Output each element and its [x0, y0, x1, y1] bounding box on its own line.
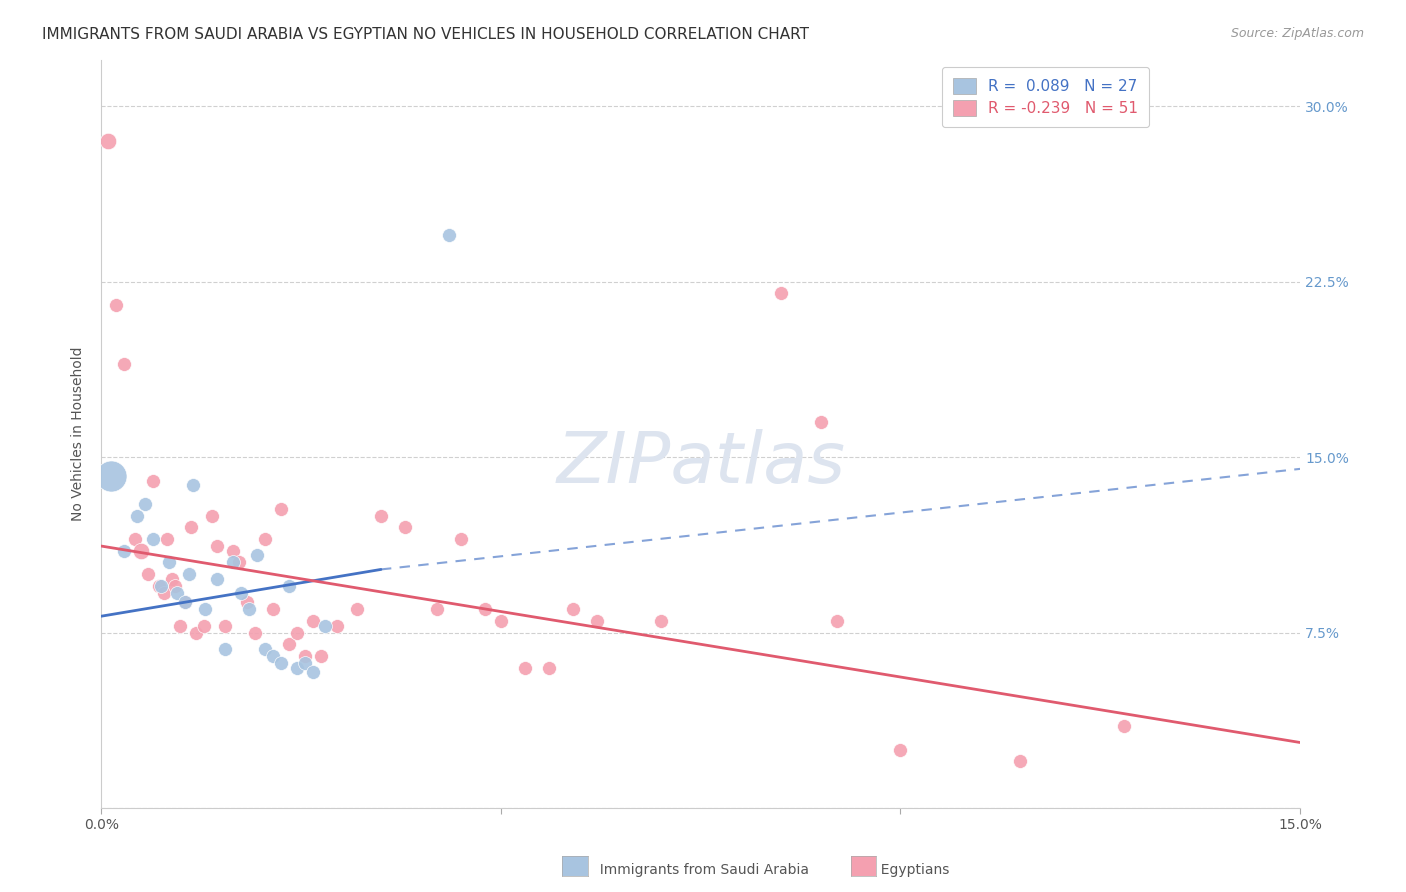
Point [426, 602, 449, 616]
Point [437, 227, 460, 242]
Point [889, 742, 911, 756]
Text: IMMIGRANTS FROM SAUDI ARABIA VS EGYPTIAN NO VEHICLES IN HOUSEHOLD CORRELATION CH: IMMIGRANTS FROM SAUDI ARABIA VS EGYPTIAN… [42, 27, 810, 42]
Y-axis label: No Vehicles in Household: No Vehicles in Household [72, 346, 86, 521]
Point [166, 586, 188, 600]
Point [285, 660, 308, 674]
Point [370, 508, 392, 523]
Point [112, 543, 135, 558]
Point [254, 532, 277, 546]
Point [124, 532, 146, 546]
Point [810, 415, 832, 429]
Point [160, 572, 183, 586]
Point [561, 602, 583, 616]
Point [450, 532, 472, 546]
Point [650, 614, 672, 628]
Point [314, 618, 336, 632]
Point [129, 543, 152, 558]
Point [193, 618, 215, 632]
Point [150, 579, 173, 593]
Point [169, 618, 191, 632]
Point [238, 602, 260, 616]
Text: ZIPatlas: ZIPatlas [557, 429, 845, 499]
Point [270, 501, 292, 516]
Point [302, 614, 325, 628]
Point [134, 497, 156, 511]
Text: Egyptians: Egyptians [872, 863, 949, 877]
Point [184, 625, 207, 640]
Point [326, 618, 349, 632]
Point [152, 586, 174, 600]
Point [222, 543, 245, 558]
Point [1114, 719, 1136, 733]
Point [142, 474, 165, 488]
Point [346, 602, 368, 616]
Point [489, 614, 512, 628]
Point [270, 656, 292, 670]
Legend: R =  0.089   N = 27, R = -0.239   N = 51: R = 0.089 N = 27, R = -0.239 N = 51 [942, 67, 1149, 127]
Point [246, 549, 269, 563]
Point [205, 572, 228, 586]
Point [278, 637, 301, 651]
Point [142, 532, 165, 546]
Point [537, 660, 560, 674]
Point [200, 508, 222, 523]
Point [285, 625, 308, 640]
Point [174, 595, 197, 609]
Point [294, 656, 316, 670]
Point [180, 520, 202, 534]
Point [309, 648, 332, 663]
Point [157, 556, 180, 570]
Point [294, 648, 316, 663]
Point [179, 567, 201, 582]
Point [104, 298, 127, 312]
Point [194, 602, 217, 616]
Point [1010, 754, 1032, 768]
Point [278, 579, 301, 593]
Point [174, 595, 197, 609]
Point [214, 618, 236, 632]
Point [136, 567, 159, 582]
Point [148, 579, 170, 593]
Point [262, 602, 284, 616]
Point [825, 614, 848, 628]
Point [229, 586, 252, 600]
Point [243, 625, 266, 640]
Point [214, 642, 236, 657]
Point [254, 642, 277, 657]
Point [585, 614, 607, 628]
Text: Source: ZipAtlas.com: Source: ZipAtlas.com [1230, 27, 1364, 40]
Point [205, 539, 228, 553]
Point [222, 556, 245, 570]
Point [513, 660, 536, 674]
Point [474, 602, 496, 616]
Text: Immigrants from Saudi Arabia: Immigrants from Saudi Arabia [591, 863, 808, 877]
Point [769, 286, 792, 301]
Point [97, 135, 120, 149]
Point [394, 520, 416, 534]
Point [262, 648, 284, 663]
Point [228, 556, 250, 570]
Point [112, 357, 135, 371]
Point [302, 665, 325, 680]
Point [235, 595, 257, 609]
Point [181, 478, 204, 492]
Point [127, 508, 149, 523]
Point [100, 469, 122, 483]
Point [156, 532, 179, 546]
Point [163, 579, 186, 593]
